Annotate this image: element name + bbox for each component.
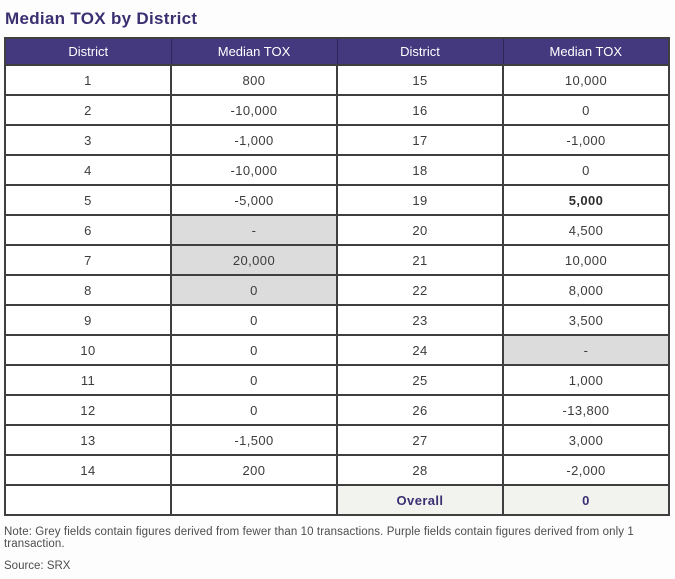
- column-header-district-left: District: [4, 37, 172, 66]
- table-cell: 2: [4, 94, 172, 126]
- table-header-row: District Median TOX District Median TOX: [4, 37, 670, 66]
- table-row: 5 -5,000 19 5,000: [4, 184, 670, 216]
- table-row: 4 -10,000 18 0: [4, 154, 670, 186]
- table-cell: -1,000: [170, 124, 338, 156]
- table-cell: -5,000: [170, 184, 338, 216]
- table-cell: 7: [4, 244, 172, 276]
- table-cell: 5: [4, 184, 172, 216]
- table-cell: 1,000: [502, 364, 670, 396]
- table-cell: Overall: [336, 484, 504, 516]
- table-cell: 14: [4, 454, 172, 486]
- table-cell: 3: [4, 124, 172, 156]
- table-cell: 0: [502, 484, 670, 516]
- table-cell: -2,000: [502, 454, 670, 486]
- table-cell: 28: [336, 454, 504, 486]
- table-row: 9 0 23 3,500: [4, 304, 670, 336]
- table-cell: 200: [170, 454, 338, 486]
- table-cell: 3,500: [502, 304, 670, 336]
- table-cell: 12: [4, 394, 172, 426]
- table-cell: [170, 484, 338, 516]
- table-cell: 0: [502, 94, 670, 126]
- source-label: Source: SRX: [4, 560, 71, 572]
- table-cell: 6: [4, 214, 172, 246]
- table-cell: [4, 484, 172, 516]
- table-cell: 16: [336, 94, 504, 126]
- table-cell: 0: [502, 154, 670, 186]
- table-cell: 0: [170, 364, 338, 396]
- table-cell: -1,000: [502, 124, 670, 156]
- table-cell: 10: [4, 334, 172, 366]
- median-tox-table: District Median TOX District Median TOX …: [4, 37, 670, 516]
- table-row: 2 -10,000 16 0: [4, 94, 670, 126]
- footnote: Note: Grey fields contain figures derive…: [4, 526, 634, 550]
- table-cell: 24: [336, 334, 504, 366]
- table-row: 13 -1,500 27 3,000: [4, 424, 670, 456]
- table-cell: 18: [336, 154, 504, 186]
- table-cell: 10,000: [502, 244, 670, 276]
- table-cell: -10,000: [170, 94, 338, 126]
- table-row: 1 800 15 10,000: [4, 64, 670, 96]
- table-cell: 19: [336, 184, 504, 216]
- table-cell: 0: [170, 394, 338, 426]
- table-row: 14 200 28 -2,000: [4, 454, 670, 486]
- table-cell: 1: [4, 64, 172, 96]
- table-cell: 8: [4, 274, 172, 306]
- table-cell: -1,500: [170, 424, 338, 456]
- table-cell: -13,800: [502, 394, 670, 426]
- table-cell: 10,000: [502, 64, 670, 96]
- table-cell: 25: [336, 364, 504, 396]
- table-cell: 27: [336, 424, 504, 456]
- table-cell: 9: [4, 304, 172, 336]
- table-row: 12 0 26 -13,800: [4, 394, 670, 426]
- table-cell: 800: [170, 64, 338, 96]
- table-cell: 26: [336, 394, 504, 426]
- table-cell: 0: [170, 304, 338, 336]
- table-cell: 13: [4, 424, 172, 456]
- table-cell: 4: [4, 154, 172, 186]
- table-cell: 21: [336, 244, 504, 276]
- table-cell: 0: [170, 274, 338, 306]
- table-cell: 15: [336, 64, 504, 96]
- table-cell: 23: [336, 304, 504, 336]
- table-cell: 4,500: [502, 214, 670, 246]
- table-row: 11 0 25 1,000: [4, 364, 670, 396]
- table-row: 10 0 24-: [4, 334, 670, 366]
- table-cell: -: [170, 214, 338, 246]
- column-header-median-tox-right: Median TOX: [502, 37, 670, 66]
- table-cell: 17: [336, 124, 504, 156]
- table-cell: -10,000: [170, 154, 338, 186]
- column-header-median-tox-left: Median TOX: [170, 37, 338, 66]
- table-row: Overall 0: [4, 484, 670, 516]
- table-row: 7 20,000 21 10,000: [4, 244, 670, 276]
- table-row: 3 -1,000 17 -1,000: [4, 124, 670, 156]
- table-cell: 20,000: [170, 244, 338, 276]
- table-cell: 20: [336, 214, 504, 246]
- table-cell: 0: [170, 334, 338, 366]
- table-row: 6-20 4,500: [4, 214, 670, 246]
- table-cell: 11: [4, 364, 172, 396]
- table-cell: 5,000: [502, 184, 670, 216]
- table-cell: 22: [336, 274, 504, 306]
- table-row: 8 0 22 8,000: [4, 274, 670, 306]
- table-cell: -: [502, 334, 670, 366]
- table-cell: 8,000: [502, 274, 670, 306]
- page-title: Median TOX by District: [5, 9, 198, 28]
- table-cell: 3,000: [502, 424, 670, 456]
- column-header-district-right: District: [336, 37, 504, 66]
